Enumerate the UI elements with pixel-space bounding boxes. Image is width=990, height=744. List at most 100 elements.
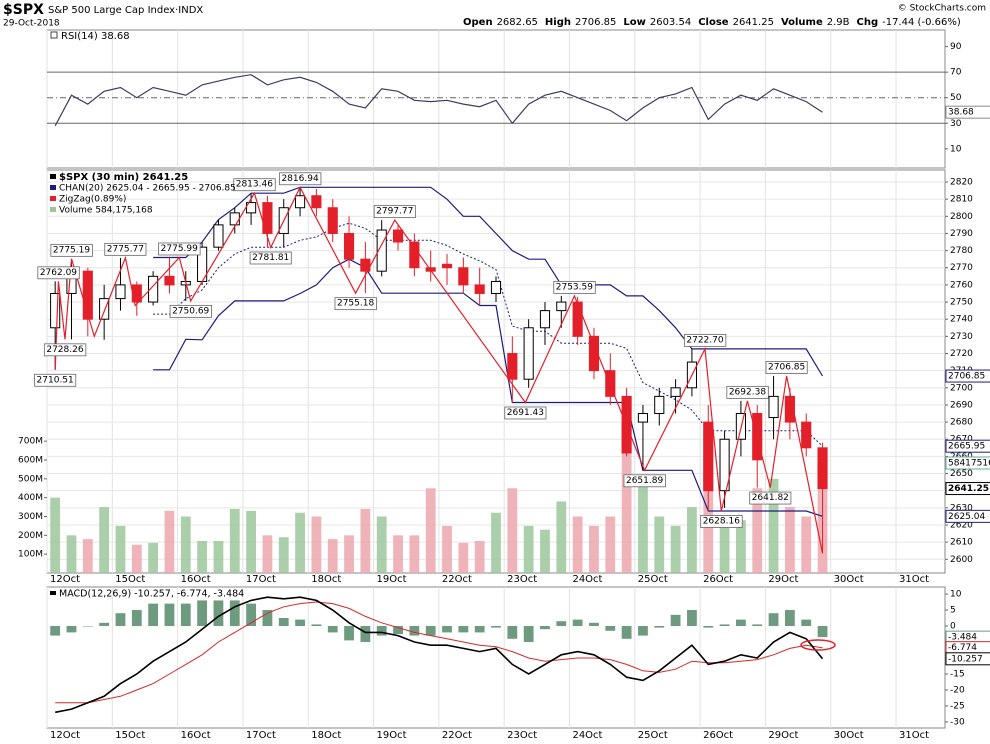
histogram-bar (278, 618, 289, 627)
legend-entry: CHAN(20) 2625.04 - 2665.95 - 2706.85 (59, 184, 236, 194)
volume-bar (474, 540, 485, 573)
volume-bar (523, 525, 534, 573)
value-box-bg (945, 509, 990, 523)
symbol: $SPX (3, 2, 44, 18)
candle-body (262, 202, 273, 234)
volume-bar (262, 535, 273, 573)
quote-value: -17.44 (-0.66%) (882, 17, 961, 28)
candle-body (556, 301, 567, 312)
x-tick-label: 12Oct (50, 574, 80, 585)
candle-body (246, 202, 257, 214)
pivot-label-bg (158, 242, 201, 256)
histogram-bar (164, 603, 175, 627)
channel-middle (153, 222, 823, 447)
histogram-bar (197, 600, 208, 627)
volume-bar (344, 535, 354, 573)
legend-swatch (50, 207, 56, 212)
y-tick-label: 600M (18, 456, 43, 466)
histogram-bar (605, 626, 616, 631)
value-box-label: 584175168 (948, 458, 990, 468)
y-tick-label: 200M (18, 531, 43, 541)
volume-bar (131, 544, 142, 573)
histogram-bar (654, 626, 665, 628)
y-tick-label: 90 (950, 42, 962, 52)
pivot-label-text: 2813.46 (236, 180, 273, 190)
candle-body (229, 212, 240, 226)
quote-value: 2706.85 (575, 17, 616, 28)
x-tick-label: 19Oct (377, 730, 407, 741)
volume-bar (768, 478, 779, 573)
value-box-label: 2625.04 (948, 512, 985, 522)
pivot-label: 2710.51 (34, 373, 77, 387)
quote-label: Low (623, 17, 645, 28)
pivot-label-bg (169, 304, 212, 318)
pivot-label: 2628.16 (700, 515, 743, 528)
histogram-bar (817, 626, 828, 638)
x-tick-label: 31Oct (899, 730, 929, 741)
x-tick-label: 19Oct (377, 574, 407, 585)
candle-body (376, 229, 387, 272)
x-tick-label: 22Oct (442, 730, 472, 741)
pivot-label: 2728.26 (43, 343, 87, 357)
x-tick-label: 31Oct (899, 574, 929, 585)
quote: Open 2682.65 High 2706.85 Low 2603.54 Close 264… (463, 17, 961, 28)
x-tick-label: 15Oct (115, 574, 145, 585)
y-tick-label: 50 (950, 93, 962, 103)
pivot-label-bg (749, 491, 792, 505)
histogram-bar (360, 626, 371, 642)
quote-value: 2641.25 (733, 17, 774, 28)
y-tick-label: 0 (950, 622, 956, 632)
pivot-label: 2816.94 (279, 172, 322, 186)
pivot-label-bg (765, 361, 808, 374)
pivot-label-text: 2775.77 (107, 244, 144, 254)
volume-bar (540, 529, 550, 573)
y-tick-label: 2760 (950, 280, 973, 290)
histogram-bar (246, 603, 256, 627)
pivot-label-text: 2722.70 (686, 335, 723, 345)
value-box: 584175168 (945, 456, 990, 470)
candle-body (523, 327, 534, 380)
volume-bar (491, 512, 501, 573)
legend-swatch (50, 185, 56, 190)
y-tick-label: 5 (950, 606, 956, 616)
pivot-label: 2753.59 (553, 280, 596, 294)
histogram-bar (327, 626, 338, 633)
value-box-bg (945, 369, 990, 383)
pivot-label: 2762.09 (37, 266, 80, 280)
volume-bar (425, 488, 436, 573)
y-tick-label: 70 (950, 68, 962, 78)
pivot-label-text: 2651.89 (626, 476, 663, 486)
volume-bar (360, 508, 371, 573)
value-box-bg (945, 439, 990, 453)
panel-frame (46, 29, 946, 169)
volume-bar (278, 537, 289, 573)
value-box-bg (945, 105, 990, 119)
y-tick-label: -15 (950, 669, 965, 679)
legend-swatch (50, 174, 56, 179)
x-tick-label: 24Oct (572, 730, 602, 741)
channel-lower (153, 258, 823, 517)
volume-bar (784, 507, 795, 573)
volume-bar (736, 520, 746, 573)
y-tick-label: 400M (18, 493, 43, 503)
histogram-bar (801, 619, 812, 627)
histogram-bar (66, 626, 77, 633)
value-box-label: -10.257 (948, 654, 983, 664)
y-tick-label: 2630 (950, 503, 973, 513)
x-tick-label: 22Oct (442, 574, 472, 585)
candle-body (784, 395, 795, 423)
y-tick-label: 2700 (950, 383, 973, 393)
panel-title: MACD(12,26,9) -10.257, -6.774, -3.484 (59, 589, 244, 600)
candle-body (409, 241, 420, 269)
value-box: 2625.04 (945, 509, 990, 523)
y-tick-label: 2690 (950, 400, 973, 410)
volume-bar (82, 539, 93, 573)
quote-value: 2603.54 (650, 17, 691, 28)
candle-body (164, 275, 175, 286)
y-tick-label: 2600 (950, 555, 973, 565)
volume-bar (556, 501, 567, 573)
histogram-bar (180, 603, 191, 627)
volume-bar (393, 535, 403, 573)
quote-label: High (545, 17, 571, 28)
